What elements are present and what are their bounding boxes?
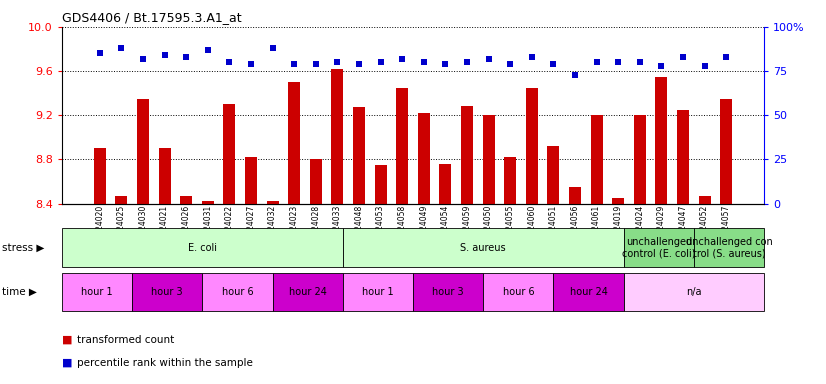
- Point: [482, 56, 496, 62]
- Point: [396, 56, 409, 62]
- Point: [719, 54, 733, 60]
- Point: [504, 61, 517, 67]
- Bar: [62, 273, 132, 311]
- Bar: [526, 88, 538, 204]
- Point: [202, 47, 215, 53]
- Bar: [245, 157, 257, 204]
- Bar: [273, 273, 343, 311]
- Point: [634, 59, 647, 65]
- Point: [309, 61, 322, 67]
- Point: [611, 59, 624, 65]
- Bar: [483, 273, 553, 311]
- Text: unchallenged con
trol (S. aureus): unchallenged con trol (S. aureus): [686, 237, 772, 258]
- Point: [353, 61, 366, 67]
- Bar: [62, 228, 343, 267]
- Bar: [224, 104, 235, 204]
- Text: ■: ■: [62, 358, 76, 368]
- Bar: [461, 106, 473, 204]
- Point: [179, 54, 192, 60]
- Point: [115, 45, 128, 51]
- Bar: [694, 228, 764, 267]
- Text: GDS4406 / Bt.17595.3.A1_at: GDS4406 / Bt.17595.3.A1_at: [62, 12, 241, 25]
- Point: [439, 61, 452, 67]
- Text: stress ▶: stress ▶: [2, 243, 44, 253]
- Bar: [720, 99, 732, 204]
- Point: [655, 63, 668, 69]
- Bar: [418, 113, 430, 204]
- Bar: [396, 88, 408, 204]
- Point: [698, 63, 711, 69]
- Text: hour 3: hour 3: [151, 287, 183, 297]
- Point: [93, 50, 107, 56]
- Point: [547, 61, 560, 67]
- Point: [244, 61, 258, 67]
- Bar: [267, 201, 278, 204]
- Bar: [553, 273, 624, 311]
- Text: hour 24: hour 24: [289, 287, 326, 297]
- Bar: [656, 76, 667, 204]
- Bar: [343, 273, 413, 311]
- Bar: [343, 228, 624, 267]
- Bar: [132, 273, 202, 311]
- Text: hour 1: hour 1: [81, 287, 113, 297]
- Text: hour 1: hour 1: [362, 287, 394, 297]
- Bar: [353, 108, 365, 204]
- Bar: [94, 148, 106, 204]
- Text: unchallenged
control (E. coli): unchallenged control (E. coli): [622, 237, 695, 258]
- Point: [417, 59, 430, 65]
- Bar: [413, 273, 483, 311]
- Bar: [624, 228, 694, 267]
- Bar: [310, 159, 322, 204]
- Bar: [137, 99, 149, 204]
- Point: [525, 54, 539, 60]
- Bar: [288, 82, 300, 204]
- Point: [676, 54, 690, 60]
- Bar: [159, 148, 170, 204]
- Bar: [591, 115, 602, 204]
- Point: [287, 61, 301, 67]
- Point: [158, 52, 171, 58]
- Point: [590, 59, 603, 65]
- Bar: [677, 110, 689, 204]
- Bar: [634, 115, 646, 204]
- Bar: [375, 165, 387, 204]
- Bar: [699, 196, 710, 204]
- Text: hour 24: hour 24: [570, 287, 607, 297]
- Text: hour 3: hour 3: [432, 287, 464, 297]
- Bar: [482, 115, 495, 204]
- Bar: [439, 164, 451, 204]
- Point: [330, 59, 344, 65]
- Bar: [548, 146, 559, 204]
- Point: [374, 59, 387, 65]
- Text: transformed count: transformed count: [77, 335, 174, 345]
- Text: hour 6: hour 6: [502, 287, 534, 297]
- Point: [266, 45, 279, 51]
- Text: hour 6: hour 6: [221, 287, 254, 297]
- Text: ■: ■: [62, 335, 76, 345]
- Bar: [504, 157, 516, 204]
- Bar: [331, 69, 344, 204]
- Bar: [612, 198, 624, 204]
- Point: [223, 59, 236, 65]
- Point: [136, 56, 150, 62]
- Bar: [180, 196, 192, 204]
- Bar: [202, 273, 273, 311]
- Text: n/a: n/a: [686, 287, 701, 297]
- Point: [460, 59, 473, 65]
- Text: E. coli: E. coli: [188, 243, 217, 253]
- Bar: [202, 201, 214, 204]
- Bar: [624, 273, 764, 311]
- Point: [568, 71, 582, 78]
- Bar: [116, 196, 127, 204]
- Text: time ▶: time ▶: [2, 287, 36, 297]
- Text: percentile rank within the sample: percentile rank within the sample: [77, 358, 253, 368]
- Bar: [569, 187, 581, 204]
- Text: S. aureus: S. aureus: [460, 243, 506, 253]
